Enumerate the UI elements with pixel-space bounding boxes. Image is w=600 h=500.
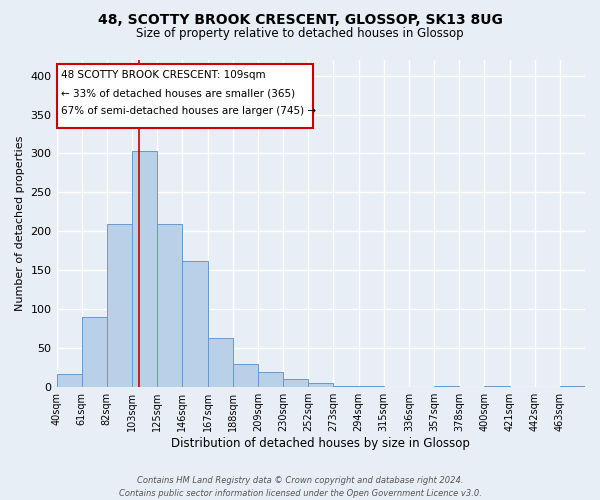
Text: 48 SCOTTY BROOK CRESCENT: 109sqm: 48 SCOTTY BROOK CRESCENT: 109sqm (61, 70, 266, 80)
Bar (283, 380, 308, 387)
Bar (359, 386, 383, 387)
Bar (334, 386, 359, 387)
Text: 67% of semi-detached houses are larger (745) →: 67% of semi-detached houses are larger (… (61, 106, 316, 116)
Bar (107, 224, 132, 387)
Bar (56, 374, 82, 387)
Text: ← 33% of detached houses are smaller (365): ← 33% of detached houses are smaller (36… (61, 88, 295, 98)
Text: Size of property relative to detached houses in Glossop: Size of property relative to detached ho… (136, 28, 464, 40)
Text: 48, SCOTTY BROOK CRESCENT, GLOSSOP, SK13 8UG: 48, SCOTTY BROOK CRESCENT, GLOSSOP, SK13… (98, 12, 502, 26)
Bar (182, 261, 208, 387)
Bar (132, 151, 157, 387)
Bar (484, 386, 509, 387)
X-axis label: Distribution of detached houses by size in Glossop: Distribution of detached houses by size … (172, 437, 470, 450)
Bar (308, 383, 334, 387)
Y-axis label: Number of detached properties: Number of detached properties (15, 136, 25, 311)
Bar (560, 386, 585, 387)
Bar (56, 64, 313, 128)
Bar (157, 224, 182, 387)
Bar (82, 317, 107, 387)
Text: Contains HM Land Registry data © Crown copyright and database right 2024.
Contai: Contains HM Land Registry data © Crown c… (119, 476, 481, 498)
Bar (258, 372, 283, 387)
Bar (434, 386, 459, 387)
Bar (233, 364, 258, 387)
Bar (208, 338, 233, 387)
